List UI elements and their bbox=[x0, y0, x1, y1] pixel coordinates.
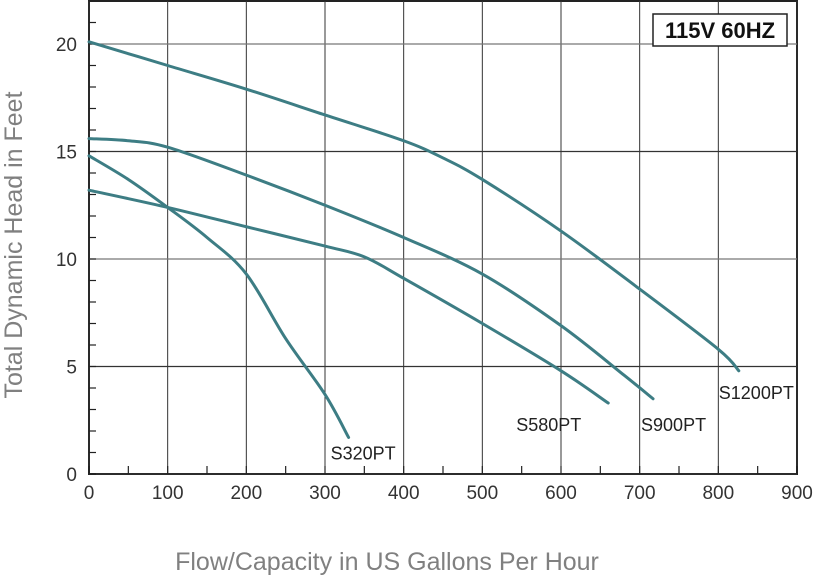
series-label: S900PT bbox=[641, 415, 706, 435]
series-line-s580pt bbox=[87, 188, 610, 405]
series-line-s900pt bbox=[87, 137, 655, 401]
x-tick-label: 200 bbox=[230, 483, 262, 504]
series-labels: S320PT S580PT S900PT S1200PT bbox=[331, 383, 794, 464]
x-tick-label: 500 bbox=[466, 483, 498, 504]
y-tick-label: 0 bbox=[66, 465, 77, 486]
y-tick-label: 10 bbox=[56, 250, 77, 271]
grid bbox=[88, 0, 798, 475]
x-tick-label: 400 bbox=[388, 483, 420, 504]
axis-ticks: 0 100 200 300 400 500 600 700 800 900 0 5 10 15 20 bbox=[56, 0, 813, 504]
y-tick-label: 15 bbox=[56, 143, 77, 164]
series-label: S580PT bbox=[516, 415, 581, 435]
x-tick-label: 700 bbox=[624, 483, 656, 504]
x-axis-label: Flow/Capacity in US Gallons Per Hour bbox=[175, 548, 599, 576]
plot-frame bbox=[88, 0, 798, 475]
voltage-badge-text: 115V 60HZ bbox=[665, 18, 775, 43]
series-line-s320pt bbox=[87, 154, 351, 439]
series-lines bbox=[87, 40, 741, 439]
x-tick-label: 600 bbox=[545, 483, 577, 504]
series-line-s1200pt bbox=[87, 40, 741, 373]
x-tick-label: 800 bbox=[702, 483, 734, 504]
series-label: S1200PT bbox=[719, 383, 794, 403]
x-tick-label: 0 bbox=[84, 483, 95, 504]
y-axis-label: Total Dynamic Head in Feet bbox=[0, 91, 28, 398]
voltage-badge: 115V 60HZ bbox=[652, 13, 788, 47]
series-label: S320PT bbox=[331, 443, 396, 463]
y-tick-label: 20 bbox=[56, 35, 77, 56]
x-tick-label: 100 bbox=[152, 483, 184, 504]
x-tick-label: 900 bbox=[781, 483, 813, 504]
x-tick-label: 300 bbox=[309, 483, 341, 504]
y-tick-label: 5 bbox=[66, 358, 77, 379]
